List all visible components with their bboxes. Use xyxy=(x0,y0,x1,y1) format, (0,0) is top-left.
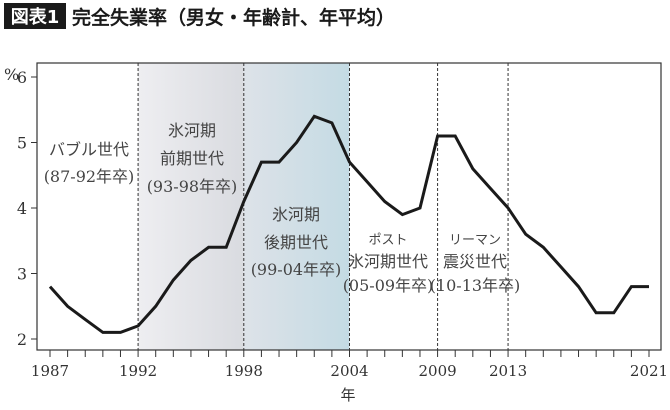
x-tick-label: 1987 xyxy=(31,362,69,380)
title-badge-text: 図表1 xyxy=(11,6,60,28)
annotation-text: (05-09年卒) xyxy=(343,276,434,295)
x-tick-label: 1998 xyxy=(225,362,263,380)
annotation-text: 震災世代 xyxy=(443,252,507,271)
annotation-text: (93-98年卒) xyxy=(147,177,238,196)
annotation-text: リーマン xyxy=(449,233,501,248)
annotation-text: バブル世代 xyxy=(49,140,129,159)
annotation-text: 氷河期世代 xyxy=(348,252,428,271)
x-tick-label: 1992 xyxy=(119,362,157,380)
annotation-text: 後期世代 xyxy=(264,233,328,252)
annotation-text: ポスト xyxy=(368,233,407,248)
x-tick-label: 2013 xyxy=(489,362,527,380)
annotation-text: (99-04年卒) xyxy=(251,260,342,279)
y-tick-label: 6 xyxy=(17,68,27,87)
y-tick-label: 5 xyxy=(17,134,27,153)
annotation-text: 氷河期 xyxy=(272,205,320,224)
y-tick-label: 4 xyxy=(17,199,27,218)
annotation-text: (87-92年卒) xyxy=(44,167,135,186)
y-tick-label: 2 xyxy=(17,330,27,349)
annotation-text: (10-13年卒) xyxy=(430,276,521,295)
annotation-text: 前期世代 xyxy=(160,149,224,168)
x-tick-label: 2009 xyxy=(418,362,456,380)
chart-title: 完全失業率（男女・年齢計、年平均） xyxy=(72,6,395,29)
x-tick-label: 2004 xyxy=(330,362,368,380)
annotation-text: 氷河期 xyxy=(168,121,216,140)
y-tick-label: 3 xyxy=(17,265,27,284)
x-axis-label: 年 xyxy=(340,386,355,404)
x-tick-label: 2021 xyxy=(630,362,668,380)
